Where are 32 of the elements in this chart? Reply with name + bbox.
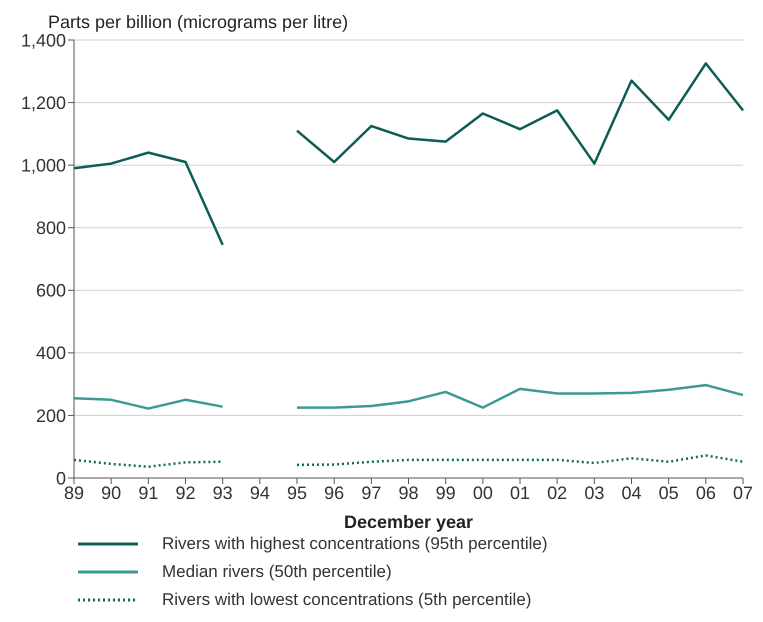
x-axis-title: December year — [344, 512, 474, 532]
x-tick-label: 01 — [510, 482, 530, 503]
y-tick-label: 800 — [36, 218, 66, 238]
x-tick-label: 90 — [101, 482, 122, 503]
y-tick-label: 0 — [56, 468, 66, 488]
x-tick-label: 95 — [286, 482, 308, 503]
y-tick-label: 1,200 — [20, 92, 66, 113]
x-tick-label: 91 — [138, 482, 158, 503]
x-tick-label: 07 — [732, 482, 754, 503]
legend-label: Median rivers (50th percentile) — [162, 562, 392, 582]
x-tick-label: 97 — [361, 482, 382, 503]
x-tick-label: 00 — [472, 482, 493, 503]
legend-label: Rivers with highest concentrations (95th percentile) — [162, 534, 548, 554]
x-tick-label: 96 — [324, 482, 344, 503]
x-tick-label: 94 — [250, 482, 270, 503]
x-tick-label: 92 — [175, 482, 196, 503]
x-tick-label: 02 — [547, 482, 568, 503]
x-tick-label: 06 — [696, 482, 716, 503]
x-tick-label: 93 — [212, 482, 233, 503]
x-tick-label: 03 — [584, 482, 604, 503]
y-tick-label: 600 — [36, 280, 66, 301]
x-tick-label: 05 — [658, 482, 679, 503]
y-tick-label: 1,000 — [20, 156, 66, 176]
y-axis-title: Parts per billion (micrograms per litre) — [48, 12, 348, 33]
x-tick-label: 04 — [621, 482, 642, 503]
x-tick-label: 89 — [64, 482, 84, 503]
x-tick-label: 98 — [398, 482, 419, 503]
x-tick-label: 99 — [436, 482, 456, 503]
legend-label: Rivers with lowest concentrations (5th percentile) — [162, 590, 532, 610]
y-tick-label: 200 — [36, 406, 66, 426]
y-tick-label: 1,400 — [20, 30, 66, 50]
y-tick-label: 400 — [36, 343, 66, 364]
